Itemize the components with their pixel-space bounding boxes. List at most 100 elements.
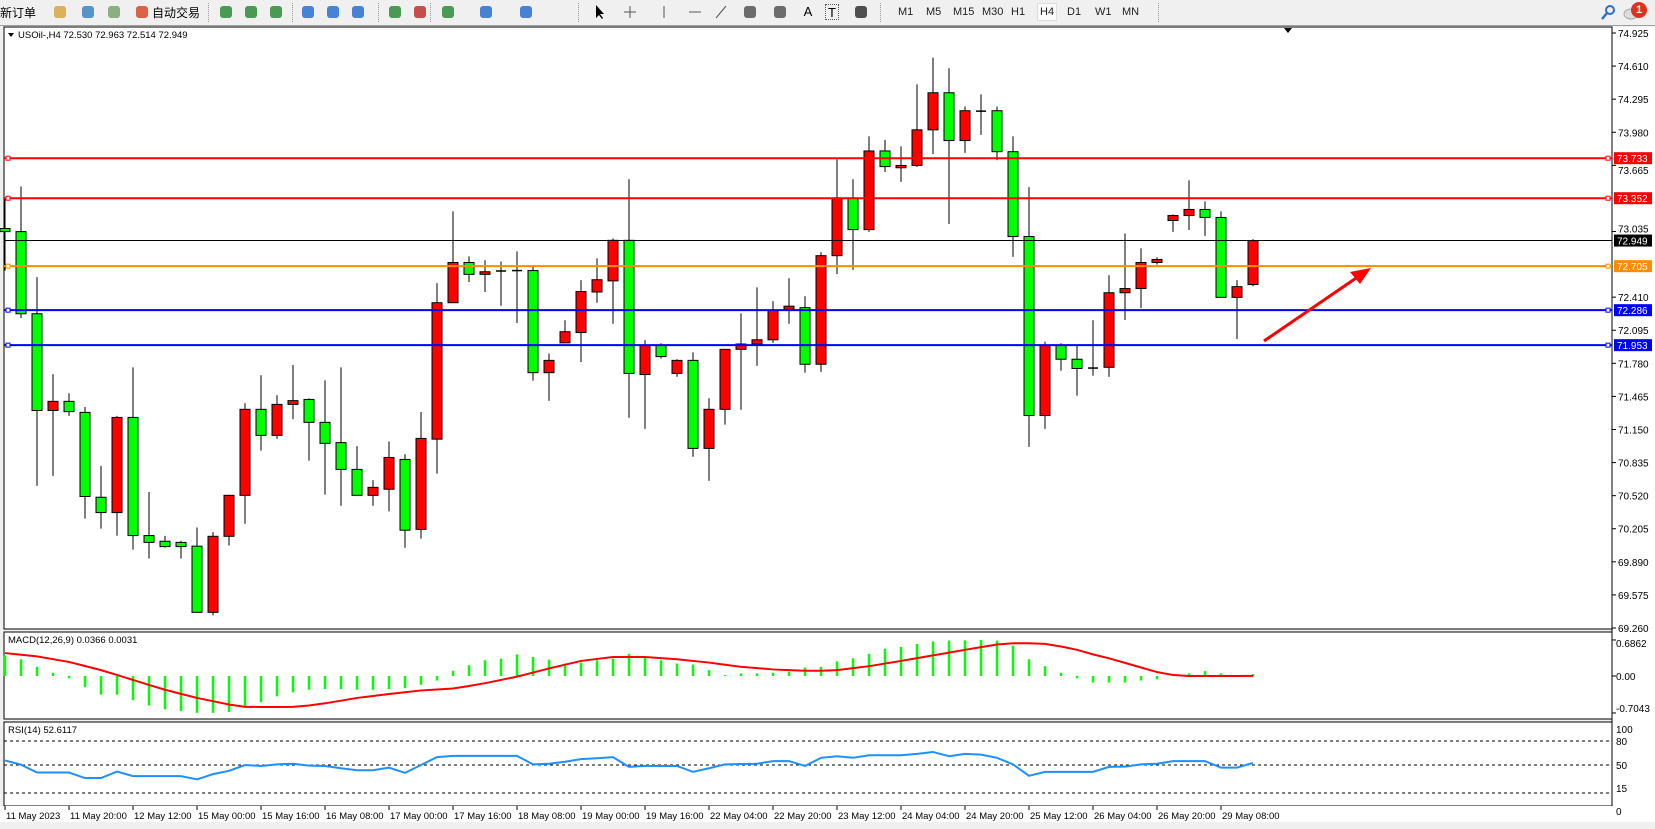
timeframe-m1[interactable]: M1 [898, 6, 914, 18]
periods-button[interactable] [478, 3, 494, 21]
price-tick-label: 74.925 [1618, 29, 1649, 40]
timeframe-mn[interactable]: MN [1122, 6, 1140, 18]
candle-body [1103, 292, 1115, 368]
line-anchor-handle[interactable] [5, 263, 11, 269]
line-chart-button[interactable] [268, 3, 284, 21]
candle-body [575, 291, 587, 334]
time-tick-label: 11 May 20:00 [70, 811, 127, 822]
macd-tick-label: -0.7043 [1616, 704, 1650, 715]
timeframe-w1[interactable]: W1 [1095, 6, 1112, 18]
candle-body [911, 129, 923, 166]
candle-body [895, 164, 907, 169]
navigator-button[interactable] [106, 3, 122, 21]
price-tick-label: 72.095 [1618, 326, 1649, 337]
equidistant-channel-button[interactable] [742, 3, 758, 21]
text-button[interactable]: A [800, 3, 816, 21]
arrows-button[interactable] [853, 3, 869, 21]
chart-window[interactable]: 74.925 74.610 74.295 73.980 73.665 73.035 72.4… [0, 26, 1655, 829]
candle-body [1055, 344, 1067, 360]
candle-body [1199, 208, 1211, 218]
text-label-button[interactable]: T [825, 3, 839, 21]
time-tick-label: 17 May 00:00 [390, 811, 448, 822]
macd-tick-label: 0.6862 [1616, 639, 1647, 650]
templates-button[interactable] [518, 3, 534, 21]
auto-scroll-button[interactable] [412, 3, 428, 21]
market-watch-button[interactable] [52, 3, 68, 21]
indicators-button[interactable] [440, 3, 456, 21]
candle-body [15, 231, 27, 315]
horizontal-line-button[interactable] [687, 3, 703, 21]
line-anchor-handle[interactable] [1605, 342, 1611, 348]
candlestick-button[interactable] [243, 3, 259, 21]
time-tick-label: 11 May 2023 [6, 811, 60, 822]
arrows-icon [853, 4, 869, 20]
auto-trading-button[interactable] [134, 3, 150, 21]
timeframe-h1[interactable]: H1 [1011, 6, 1026, 18]
candle-body [607, 239, 619, 282]
candle-body [991, 110, 1003, 153]
line-anchor-handle[interactable] [5, 155, 11, 161]
toolbar-separator [378, 3, 380, 22]
timeframe-h4[interactable]: H4 [1037, 3, 1058, 21]
annotation-arrow[interactable] [1263, 272, 1363, 343]
price-tick-label: 72.410 [1618, 293, 1649, 304]
candle-body [383, 457, 395, 490]
candle-body [639, 344, 651, 376]
time-tick-label: 23 May 12:00 [838, 811, 896, 822]
rsi-line [4, 750, 1254, 781]
crosshair-button[interactable] [622, 3, 638, 21]
price-tick-label: 73.035 [1618, 225, 1649, 236]
line-anchor-handle[interactable] [5, 195, 11, 201]
vertical-line-icon [656, 4, 672, 20]
search-button[interactable] [1600, 3, 1616, 21]
cursor-button[interactable] [592, 3, 608, 21]
indicators-icon [440, 4, 456, 20]
line-anchor-handle[interactable] [5, 307, 11, 313]
timeframe-m5[interactable]: M5 [926, 6, 942, 18]
auto-trading-button[interactable]: 自动交易 [152, 3, 200, 21]
data-window-button[interactable] [80, 3, 96, 21]
time-tick-label: 15 May 00:00 [198, 811, 256, 822]
timeframe-m30[interactable]: M30 [982, 6, 1004, 18]
timeframe-d1[interactable]: D1 [1067, 6, 1082, 18]
zoom-out-button[interactable] [325, 3, 341, 21]
candle-body [191, 545, 203, 613]
rsi-tick-label: 0 [1616, 807, 1622, 818]
new-order-button[interactable]: 新订单 [0, 3, 36, 21]
trendline-button[interactable] [713, 3, 729, 21]
zoom-in-button[interactable] [300, 3, 316, 21]
candle-body [1135, 261, 1147, 290]
price-tick-label: 73.665 [1618, 166, 1649, 177]
fibonacci-icon [772, 4, 788, 20]
time-tick-label: 22 May 04:00 [710, 811, 768, 822]
price-level-tag-label: 72.286 [1617, 306, 1648, 317]
templates-icon [518, 4, 534, 20]
candle-body [47, 400, 59, 411]
chart-shift-icon [387, 4, 403, 20]
bar-chart-button[interactable] [218, 3, 234, 21]
candle-body [447, 261, 459, 304]
toolbar-separator [208, 3, 210, 22]
line-anchor-handle[interactable] [1605, 195, 1611, 201]
price-tick-label: 71.150 [1618, 425, 1649, 436]
line-anchor-handle[interactable] [5, 342, 11, 348]
candle-body [223, 494, 235, 537]
line-anchor-handle[interactable] [1605, 263, 1611, 269]
symbol-menu-icon[interactable] [8, 33, 14, 37]
candle-body [0, 228, 11, 233]
trendline-icon [713, 4, 729, 20]
chart-shift-button[interactable] [387, 3, 403, 21]
timeframe-m15[interactable]: M15 [953, 6, 975, 18]
time-tick-label: 19 May 16:00 [646, 811, 704, 822]
fibonacci-button[interactable] [772, 3, 788, 21]
chart-shift-marker[interactable] [1284, 28, 1292, 33]
macd-signal-line [4, 642, 1254, 708]
candle-body [1247, 240, 1259, 286]
line-anchor-handle[interactable] [1605, 155, 1611, 161]
line-anchor-handle[interactable] [1605, 307, 1611, 313]
vertical-line-button[interactable] [656, 3, 672, 21]
price-level-tag [1614, 152, 1652, 165]
macd-tick-label: 0.00 [1616, 672, 1636, 683]
candle-body [1023, 236, 1035, 417]
tile-windows-button[interactable] [350, 3, 366, 21]
